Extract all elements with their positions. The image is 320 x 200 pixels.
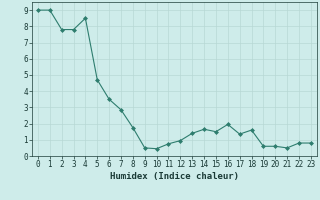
X-axis label: Humidex (Indice chaleur): Humidex (Indice chaleur) (110, 172, 239, 181)
